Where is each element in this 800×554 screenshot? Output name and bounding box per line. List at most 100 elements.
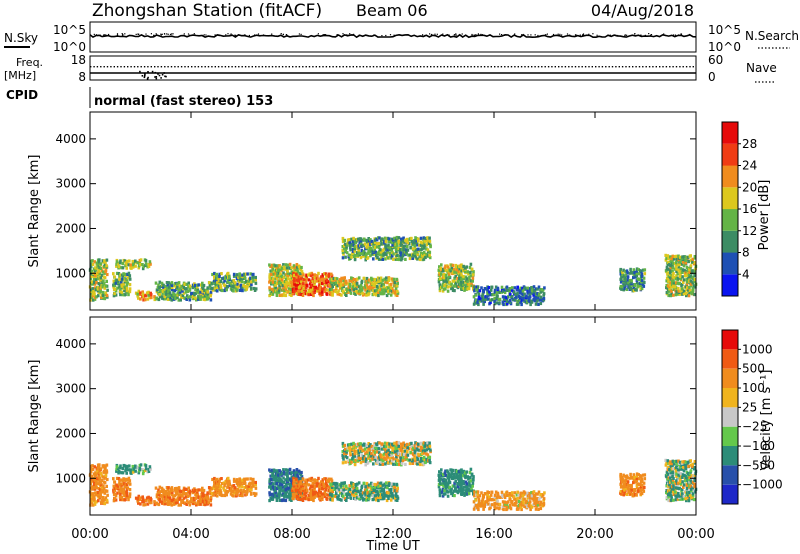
power-cell — [288, 262, 292, 266]
power-cell — [289, 277, 292, 281]
velocity-cell — [124, 497, 127, 502]
velocity-cell — [501, 505, 505, 509]
velocity-cell — [522, 501, 526, 505]
power-cell — [451, 263, 455, 267]
power-cell — [351, 247, 355, 252]
velocity-cell — [394, 444, 397, 448]
power-cell — [338, 283, 341, 287]
nave-dot — [123, 66, 126, 68]
power-cell — [417, 237, 420, 241]
power-cell — [461, 282, 465, 286]
velocity-cell — [275, 498, 279, 502]
noise-search-dot — [108, 33, 110, 36]
power-cell — [429, 243, 432, 247]
power-cell — [165, 292, 168, 296]
velocity-cell — [352, 482, 356, 486]
velocity-cell — [245, 484, 248, 488]
power-cell — [134, 259, 137, 263]
power-cell — [437, 277, 441, 282]
power-cell — [94, 273, 97, 277]
velocity-cell — [98, 463, 101, 467]
nave-dot — [329, 66, 331, 68]
velocity-cell — [426, 445, 429, 449]
power-cell — [119, 281, 123, 285]
velocity-cell — [274, 476, 277, 480]
nave-dot — [147, 76, 149, 79]
noise-search-dot — [626, 34, 628, 36]
power-cell — [89, 264, 93, 268]
velocity-cell — [410, 441, 413, 445]
velocity-cell — [298, 482, 302, 486]
velocity-cell — [351, 457, 354, 461]
power-cell — [296, 279, 300, 283]
velocity-cell — [206, 491, 209, 495]
velocity-cell — [345, 486, 348, 490]
power-cell — [469, 262, 473, 266]
velocity-cell — [276, 478, 279, 482]
power-cell — [305, 274, 308, 278]
velocity-cell — [139, 468, 142, 472]
power-cell — [352, 281, 356, 285]
velocity-cell — [144, 498, 148, 502]
velocity-cell — [166, 488, 170, 492]
velocity-cell — [450, 487, 453, 491]
nave-dot — [608, 66, 610, 68]
velocity-cell — [309, 479, 313, 483]
power-cell — [319, 275, 323, 279]
velocity-cell — [396, 458, 399, 463]
velocity-cell — [401, 458, 405, 463]
power-cell — [385, 289, 388, 293]
nave-dot — [167, 66, 169, 68]
power-cell — [635, 267, 639, 271]
power-cell — [345, 281, 348, 285]
noise-search-dot — [546, 33, 548, 35]
velocity-cell — [505, 490, 509, 494]
power-cell — [326, 288, 330, 292]
velocity-cell — [113, 497, 116, 501]
velocity-cell — [623, 488, 626, 492]
velocity-cell — [414, 446, 417, 450]
power-cell — [440, 285, 444, 289]
velocity-cell — [417, 452, 420, 456]
velocity-cell — [359, 489, 363, 493]
power-cell — [199, 297, 202, 301]
nave-dot — [376, 66, 378, 68]
velocity-cell — [309, 484, 313, 488]
power-cell — [92, 281, 96, 285]
velocity-cell — [536, 501, 540, 505]
velocity-cell — [473, 493, 477, 497]
colorbar-tick-label: 28 — [742, 137, 757, 151]
velocity-cell — [92, 486, 96, 490]
velocity-cell — [397, 444, 400, 448]
velocity-cell — [296, 484, 300, 488]
velocity-cell — [210, 486, 214, 490]
velocity-cell — [96, 467, 100, 471]
velocity-cell — [408, 461, 412, 466]
velocity-cell — [470, 472, 474, 476]
velocity-cell — [458, 469, 461, 473]
power-cell — [677, 263, 680, 267]
power-cell — [243, 280, 247, 285]
velocity-cell — [324, 488, 328, 492]
velocity-cell — [292, 484, 296, 488]
velocity-cell — [539, 495, 542, 499]
power-cell — [485, 295, 489, 299]
power-cell — [665, 284, 668, 288]
velocity-cell — [339, 491, 342, 495]
colorbar-swatch — [722, 143, 738, 166]
power-cell — [105, 293, 109, 298]
velocity-cell — [360, 454, 364, 458]
power-cell — [402, 251, 405, 255]
power-cell — [334, 281, 338, 285]
power-cell — [687, 259, 690, 263]
power-cell — [500, 285, 504, 289]
power-cell — [354, 278, 358, 282]
power-cell — [476, 285, 480, 289]
velocity-cell — [422, 455, 426, 459]
velocity-cell — [303, 489, 306, 493]
velocity-cell — [443, 481, 446, 485]
power-cell — [377, 241, 381, 246]
power-cell — [155, 290, 159, 294]
velocity-cell — [437, 482, 441, 487]
noise-search-dot — [688, 33, 691, 36]
